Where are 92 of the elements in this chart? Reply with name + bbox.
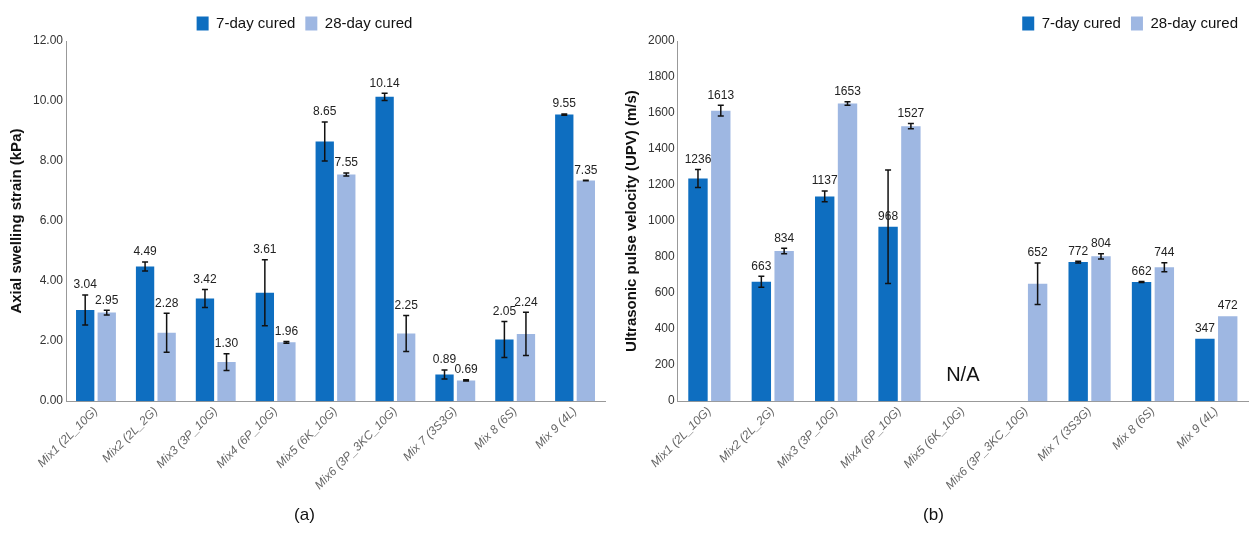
bar (516, 333, 536, 402)
legend-label: 28-day cured (324, 13, 413, 31)
legend-label: 28-day cured (1150, 13, 1239, 31)
text: (a) (294, 505, 315, 525)
data-label: 9.55 (552, 96, 577, 111)
y-tick-label: 12.00 (33, 33, 64, 48)
bar (435, 374, 454, 402)
y-tick-label: 600 (654, 285, 676, 300)
data-label: 772 (1068, 243, 1089, 258)
data-label: 663 (751, 258, 772, 273)
legend-label: 7-day cured (216, 13, 296, 31)
data-label: 2.24 (514, 294, 538, 309)
data-label: 662 (1131, 263, 1152, 278)
data-label: 8.65 (313, 104, 337, 119)
bar (815, 196, 835, 402)
legend-label: 7-day cured (1041, 13, 1121, 31)
y-tick-label: 1200 (647, 177, 676, 192)
annotation: N/A (946, 362, 981, 385)
data-label: 2.95 (95, 292, 119, 307)
bar (878, 226, 898, 402)
bar (901, 126, 921, 402)
bar (195, 298, 215, 402)
y-tick-label: 2000 (647, 33, 676, 48)
bar (76, 309, 95, 402)
data-label: 804 (1090, 235, 1112, 250)
bar (255, 292, 275, 402)
bar (495, 339, 514, 402)
y-tick-label: 1800 (647, 69, 676, 84)
bar (456, 380, 476, 402)
data-label: 0.69 (454, 362, 479, 377)
y-tick-label: 10.00 (33, 93, 64, 108)
bar (1131, 281, 1152, 402)
bar (1195, 338, 1215, 402)
bar (1091, 256, 1111, 402)
bar (1218, 316, 1238, 402)
data-label: 652 (1027, 245, 1048, 260)
data-label: 1.96 (274, 323, 299, 338)
y-axis-title: Ultrasonic pulse velocity (UPV) (m/s) (622, 90, 640, 352)
bar (315, 141, 334, 402)
y-tick-label: 2.00 (39, 333, 64, 348)
bar (277, 342, 296, 402)
bar (555, 114, 574, 402)
data-label: 834 (774, 230, 795, 245)
data-label: 4.49 (133, 244, 158, 259)
y-axis-title: Axial swelling strain (kPa) (7, 128, 25, 314)
data-label: 1653 (834, 83, 862, 98)
bar (157, 332, 176, 402)
data-label: 7.55 (334, 155, 359, 170)
bar (1154, 267, 1175, 402)
bar (375, 96, 394, 402)
y-tick-label: 400 (654, 321, 676, 336)
y-tick-label: 1600 (647, 105, 676, 120)
data-label: 1613 (707, 87, 735, 102)
data-label: 472 (1217, 298, 1239, 313)
text: (b) (923, 505, 944, 525)
y-tick-label: 800 (654, 249, 676, 264)
data-label: 2.25 (394, 297, 419, 312)
bar (337, 174, 356, 402)
data-label: 1236 (684, 151, 712, 166)
bar (1068, 262, 1088, 402)
y-tick-label: 200 (654, 357, 676, 372)
x-tick-label: Mix 9 (4L) (531, 403, 580, 452)
data-label: 10.14 (369, 75, 400, 90)
bar (576, 180, 595, 402)
data-label: 2.28 (154, 295, 179, 310)
data-label: 3.42 (193, 271, 217, 286)
data-label: 347 (1194, 320, 1216, 335)
bar (774, 250, 794, 402)
y-tick-label: 1400 (647, 141, 676, 156)
bar (751, 281, 772, 402)
y-tick-label: 0 (668, 393, 676, 408)
y-tick-label: 8.00 (39, 153, 64, 168)
data-label: 1527 (897, 105, 925, 120)
bar (837, 103, 858, 402)
data-label: 3.61 (253, 242, 277, 257)
y-tick-label: 0.00 (39, 393, 64, 408)
data-label: 1137 (811, 173, 838, 188)
data-label: 3.04 (73, 277, 98, 292)
data-label: 1.30 (214, 336, 239, 351)
bar (1027, 283, 1048, 402)
bar (97, 312, 116, 402)
bar (217, 362, 236, 402)
x-tick-label: Mix 9 (4L) (1173, 403, 1221, 452)
data-label: 7.35 (574, 162, 598, 177)
data-label: 744 (1154, 244, 1175, 259)
bar (688, 178, 708, 402)
y-tick-label: 4.00 (39, 273, 64, 288)
bar (397, 333, 416, 402)
bar (711, 110, 731, 402)
y-tick-label: 1000 (647, 213, 676, 228)
y-tick-label: 6.00 (39, 213, 64, 228)
bar (135, 266, 155, 402)
